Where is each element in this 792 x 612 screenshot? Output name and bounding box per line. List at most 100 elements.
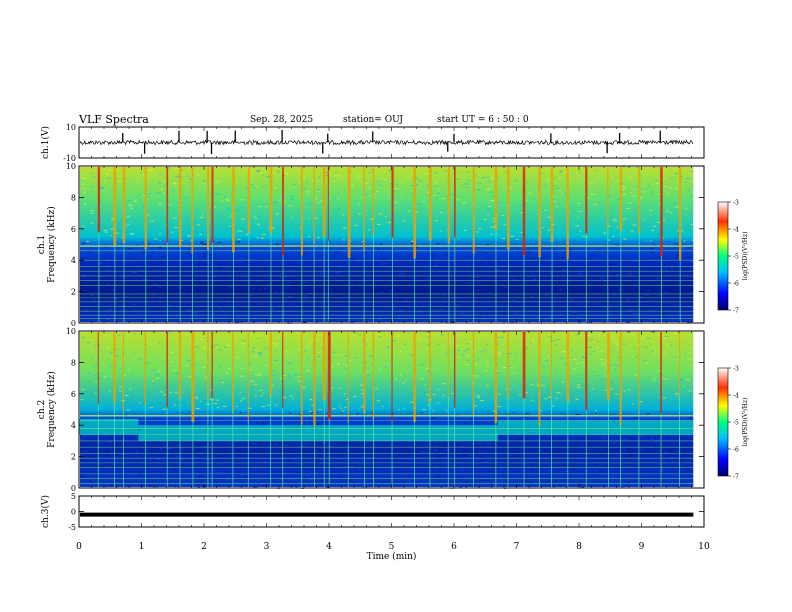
- spec1-speck: [101, 298, 105, 300]
- spec2-speck: [433, 449, 437, 451]
- spec2-speck: [250, 404, 253, 406]
- spec2-speck: [613, 363, 616, 365]
- spec2-speck: [332, 351, 336, 353]
- spec2-speck: [462, 456, 465, 458]
- spec1-speck: [171, 187, 174, 189]
- spec1-speck: [85, 310, 88, 312]
- spec1-speck: [512, 300, 516, 302]
- spec1-speck: [481, 292, 485, 294]
- spec1-speck: [192, 222, 197, 224]
- spec1-speck: [468, 256, 471, 258]
- spec1-speck: [177, 173, 180, 175]
- spec2-speck: [449, 449, 452, 451]
- spec1-speck: [538, 264, 542, 266]
- spec1-speck: [92, 299, 96, 301]
- spec2-speck: [241, 398, 244, 400]
- spec1-speck: [304, 295, 307, 297]
- spec2-speck: [380, 460, 383, 462]
- spec2-speck: [376, 380, 381, 382]
- spec1-speck: [307, 214, 310, 216]
- spec1-speck: [98, 262, 103, 264]
- spec1-speck: [237, 210, 241, 212]
- spec1-speck: [440, 230, 442, 232]
- spec2-speck: [137, 380, 141, 382]
- spec2-speck: [405, 484, 410, 486]
- spec1-speck: [587, 304, 591, 306]
- spec1-speck: [258, 288, 261, 290]
- spec2-speck: [673, 333, 678, 335]
- spec1-speck: [297, 304, 300, 306]
- spec2-speck: [201, 357, 204, 359]
- spec1-speck: [485, 176, 490, 178]
- spec2-speck: [625, 381, 629, 383]
- spec2-speck: [519, 438, 524, 440]
- spec2-speck: [129, 388, 132, 390]
- spec2-speck: [211, 346, 215, 348]
- spec2-speck: [613, 368, 617, 370]
- spec2-speck: [88, 380, 90, 382]
- x-tick-label: 6: [451, 542, 457, 552]
- spec2-speck: [653, 396, 656, 398]
- spec1-speck: [548, 317, 551, 319]
- spec1-speck: [534, 283, 539, 285]
- spec1-speck: [93, 176, 96, 178]
- spec2-speck: [205, 361, 209, 363]
- spec2-sferic: [607, 332, 610, 401]
- spec2-speck: [132, 352, 135, 354]
- spec2-speck: [224, 420, 226, 422]
- spec1-speck: [253, 304, 256, 306]
- spec2-speck: [311, 389, 316, 391]
- spec1-speck: [177, 287, 180, 289]
- spec1-speck: [589, 182, 594, 184]
- spec2-speck: [554, 467, 557, 469]
- spec1-speck: [521, 212, 525, 214]
- spec1-speck: [120, 287, 124, 289]
- spec2-speck: [686, 378, 690, 380]
- spec2-speck: [588, 347, 592, 348]
- spec2-speck: [347, 442, 351, 444]
- spec1-speck: [517, 213, 520, 215]
- spec1-speck: [194, 309, 197, 311]
- spec2-speck: [613, 442, 618, 444]
- spec1-speck: [83, 253, 87, 255]
- spec2-speck: [111, 378, 115, 380]
- spec1-speck: [328, 221, 332, 223]
- spec2-speck: [562, 464, 567, 466]
- spec1-speck: [503, 171, 506, 173]
- spec1-speck: [605, 251, 609, 253]
- spec1-speck: [649, 247, 653, 249]
- spec1-speck: [407, 271, 410, 273]
- spec1-speck: [385, 216, 387, 218]
- spec2-speck: [243, 476, 248, 478]
- spec2-speck: [654, 350, 658, 352]
- spec1-speck: [598, 246, 601, 248]
- spec2-speck: [341, 354, 346, 356]
- spec2-speck: [88, 480, 92, 482]
- spec1-speck: [202, 214, 205, 216]
- spec2-speck: [115, 355, 119, 357]
- spec1-speck: [337, 192, 340, 194]
- spec2-speck: [321, 422, 326, 424]
- spec1-speck: [554, 252, 557, 254]
- spec2-speck: [612, 419, 616, 421]
- spec1-speck: [476, 277, 479, 279]
- spec1-speck: [224, 290, 226, 292]
- spec2-speck: [559, 393, 562, 395]
- spec2-speck: [441, 483, 445, 485]
- spec2-speck: [479, 421, 483, 423]
- spec1-speck: [110, 301, 113, 303]
- spec1-speck: [581, 229, 585, 231]
- spec1-speck: [103, 167, 105, 169]
- spec2-sferic: [660, 332, 662, 415]
- spec1-speck: [584, 242, 586, 244]
- spec2-speck: [368, 463, 371, 465]
- spec1-speck: [186, 235, 191, 237]
- spec2-speck: [171, 469, 176, 471]
- spec1-sferic: [211, 167, 214, 244]
- spec2-speck: [586, 403, 590, 405]
- spec2-speck: [429, 373, 433, 375]
- spec2-speck: [430, 480, 435, 482]
- spec1-speck: [380, 258, 385, 260]
- spec1-speck: [157, 182, 162, 184]
- spec1-speck: [685, 178, 690, 180]
